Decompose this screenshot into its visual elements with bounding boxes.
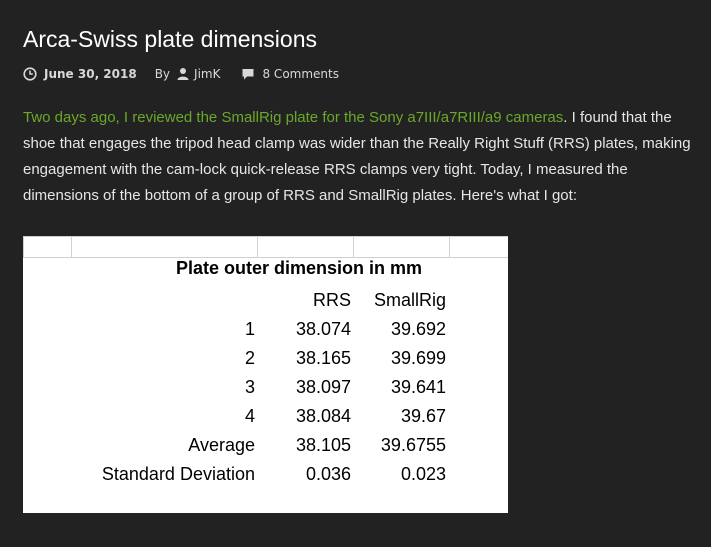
by-label: By [154, 67, 171, 81]
clock-icon [23, 67, 37, 81]
grid-line [449, 236, 450, 258]
table-title: Plate outer dimension in mm [176, 258, 423, 278]
rrs-value: 38.165 [295, 348, 351, 368]
user-icon [176, 67, 190, 81]
rrs-value: 38.097 [295, 377, 351, 397]
smallrig-value: 39.699 [390, 348, 446, 368]
header-smallrig: SmallRig [373, 290, 446, 310]
review-link[interactable]: Two days ago, I reviewed the SmallRig pl… [23, 109, 564, 126]
comment-icon [241, 67, 255, 81]
grid-line [23, 236, 24, 258]
smallrig-value: 39.641 [390, 377, 446, 397]
row-label: 4 [244, 406, 255, 426]
rrs-value: 38.074 [295, 319, 351, 339]
grid-line [23, 236, 508, 237]
grid-line [353, 236, 354, 258]
row-label: 3 [244, 377, 255, 397]
std-dev-label: Standard Deviation [101, 464, 255, 484]
grid-line [71, 236, 72, 258]
intro-text: . I found that the shoe that engages the… [23, 109, 691, 204]
row-label: 2 [244, 348, 255, 368]
rrs-value: 38.084 [295, 406, 351, 426]
post-date[interactable]: June 30, 2018 [44, 67, 137, 81]
smallrig-value: 39.67 [400, 406, 446, 426]
row-label: 1 [244, 319, 255, 339]
smallrig-average: 39.6755 [380, 435, 446, 455]
smallrig-value: 39.692 [390, 319, 446, 339]
post-author[interactable]: JimK [194, 67, 221, 81]
rrs-average: 38.105 [295, 435, 351, 455]
comments-link[interactable]: 8 Comments [262, 67, 339, 81]
grid-line [257, 236, 258, 258]
average-label: Average [188, 435, 255, 455]
dimensions-spreadsheet-image: Plate outer dimension in mm RRS SmallRig… [23, 236, 508, 513]
smallrig-std-dev: 0.023 [400, 464, 446, 484]
header-rrs: RRS [312, 290, 351, 310]
grid-line [23, 257, 508, 258]
rrs-std-dev: 0.036 [305, 464, 351, 484]
post-meta: June 30, 2018 By JimK 8 Comments [23, 65, 339, 83]
intro-paragraph: Two days ago, I reviewed the SmallRig pl… [23, 105, 693, 209]
post-title[interactable]: Arca-Swiss plate dimensions [23, 26, 318, 52]
